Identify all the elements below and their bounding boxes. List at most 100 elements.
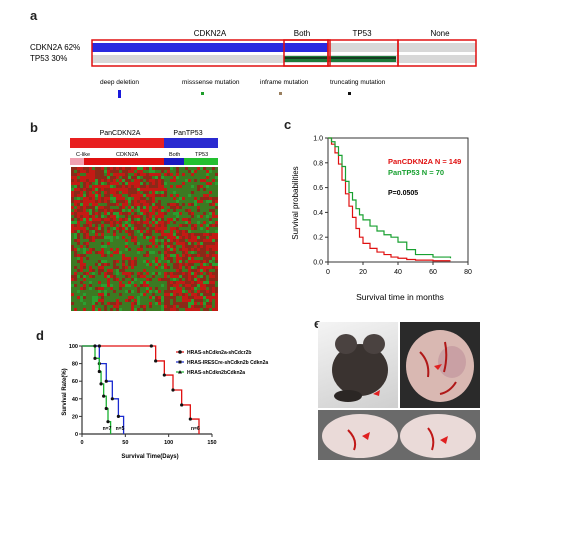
heatmap-cell [140,251,143,254]
heatmap-cell [143,275,146,278]
heatmap-cell [98,191,101,194]
heatmap-cell [164,209,167,212]
heatmap-cell [188,179,191,182]
heatmap-cell [158,302,161,305]
heatmap-cell [197,296,200,299]
d-series-point [93,344,97,348]
heatmap-cell [170,299,173,302]
heatmap-cell [74,188,77,191]
heatmap-cell [125,281,128,284]
heatmap-cell [194,254,197,257]
heatmap-cell [167,230,170,233]
heatmap-cell [188,245,191,248]
heatmap-cell [95,173,98,176]
heatmap-cell [209,191,212,194]
heatmap-cell [101,167,104,170]
heatmap-cell [179,197,182,200]
heatmap-cell [185,212,188,215]
heatmap-cell [113,227,116,230]
heatmap-cell [92,254,95,257]
heatmap-cell [89,293,92,296]
heatmap-cell [170,194,173,197]
heatmap-cell [95,227,98,230]
heatmap-cell [131,170,134,173]
heatmap-cell [71,299,74,302]
heatmap-cell [191,176,194,179]
heatmap-cell [71,224,74,227]
heatmap-cell [203,170,206,173]
heatmap-cell [161,287,164,290]
heatmap-cell [212,176,215,179]
heatmap-cell [146,224,149,227]
heatmap-cell [122,188,125,191]
heatmap-cell [140,188,143,191]
heatmap-cell [152,266,155,269]
heatmap-cell [125,197,128,200]
heatmap-cell [191,194,194,197]
heatmap-cell [107,302,110,305]
heatmap-cell [155,269,158,272]
heatmap-cell [158,233,161,236]
d-series-point [188,417,192,421]
heatmap-cell [194,194,197,197]
heatmap-cell [98,185,101,188]
heatmap-cell [182,263,185,266]
heatmap-cell [209,227,212,230]
heatmap-cell [173,281,176,284]
heatmap-cell [131,284,134,287]
heatmap-cell [113,245,116,248]
heatmap-cell [155,266,158,269]
heatmap-cell [86,290,89,293]
heatmap-cell [104,209,107,212]
heatmap-cell [80,305,83,308]
heatmap-cell [182,302,185,305]
heatmap-cell [83,293,86,296]
heatmap-cell [209,287,212,290]
heatmap-cell [194,209,197,212]
heatmap-cell [80,296,83,299]
heatmap-cell [116,221,119,224]
heatmap-cell [131,203,134,206]
heatmap-cell [209,224,212,227]
heatmap-cell [92,242,95,245]
heatmap-cell [128,290,131,293]
heatmap-cell [143,224,146,227]
heatmap-cell [77,296,80,299]
heatmap-cell [110,293,113,296]
heatmap-cell [140,305,143,308]
heatmap-cell [128,227,131,230]
heatmap-cell [179,278,182,281]
heatmap-cell [203,176,206,179]
heatmap-cell [128,170,131,173]
heatmap-cell [74,272,77,275]
heatmap-cell [149,176,152,179]
heatmap-cell [86,251,89,254]
heatmap-cell [125,272,128,275]
heatmap-cell [92,296,95,299]
heatmap-cell [71,236,74,239]
heatmap-cell [161,203,164,206]
heatmap-cell [185,299,188,302]
heatmap-cell [212,224,215,227]
heatmap-cell [146,212,149,215]
heatmap-cell [170,206,173,209]
heatmap-cell [119,200,122,203]
heatmap-cell [71,197,74,200]
heatmap-cell [152,296,155,299]
heatmap-cell [104,221,107,224]
heatmap-cell [212,260,215,263]
heatmap-cell [152,245,155,248]
heatmap-cell [200,245,203,248]
heatmap-cell [215,281,218,284]
heatmap-cell [116,302,119,305]
heatmap-cell [74,236,77,239]
heatmap-cell [122,170,125,173]
heatmap-cell [206,182,209,185]
heatmap-cell [212,281,215,284]
heatmap-cell [137,287,140,290]
heatmap-cell [176,272,179,275]
heatmap-cell [176,260,179,263]
heatmap-cell [194,287,197,290]
heatmap-cell [107,260,110,263]
heatmap-cell [101,206,104,209]
